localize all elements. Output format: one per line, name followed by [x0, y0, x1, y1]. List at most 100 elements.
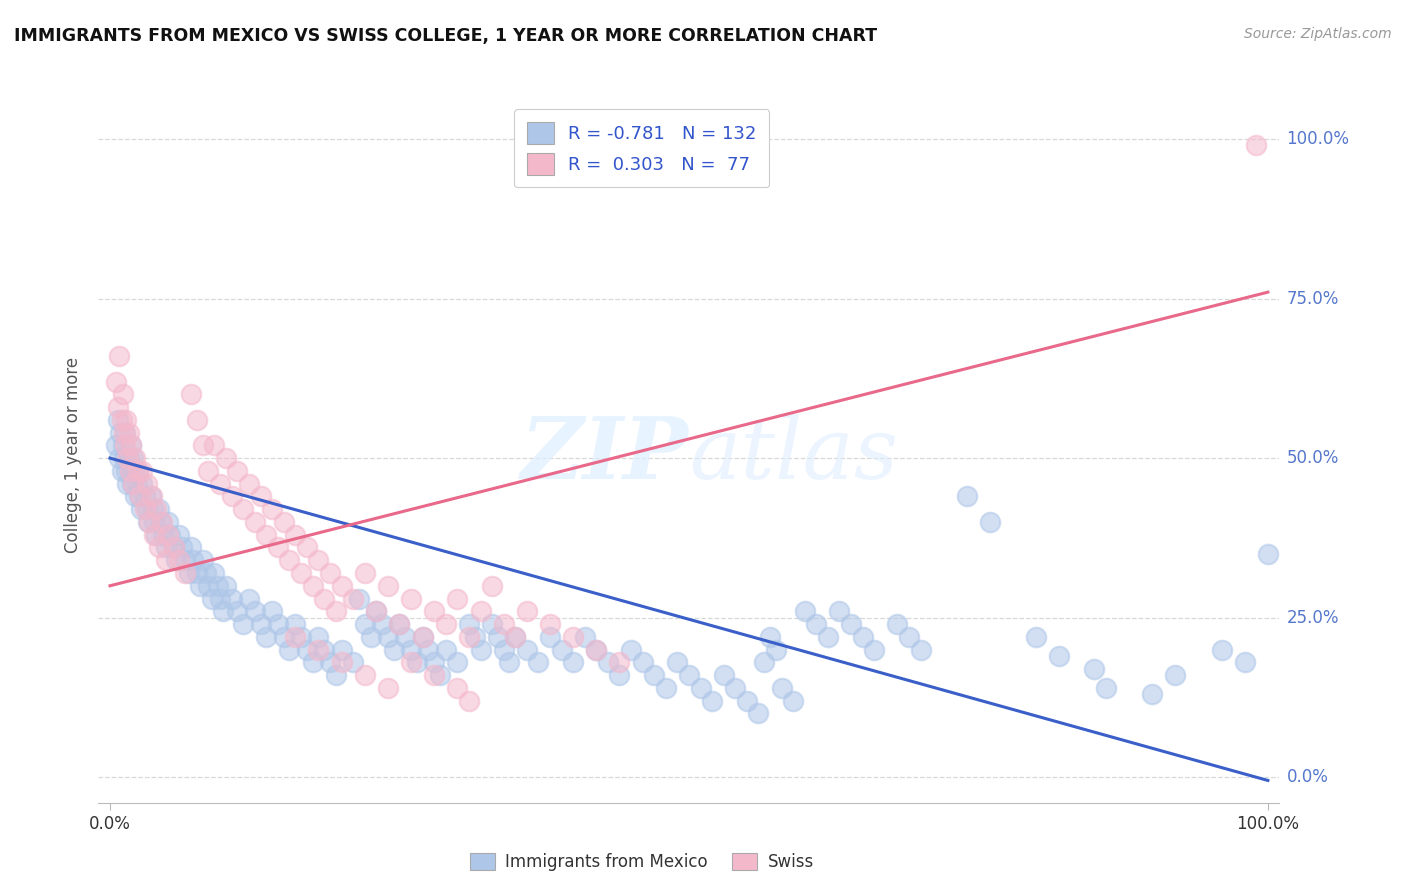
Point	[353, 566, 375, 580]
Point	[643, 668, 665, 682]
Point	[262, 502, 284, 516]
Point	[254, 527, 277, 541]
Point	[128, 490, 150, 504]
Point	[186, 566, 208, 580]
Point	[104, 375, 127, 389]
Point	[689, 681, 711, 695]
Point	[284, 617, 307, 632]
Point	[863, 642, 886, 657]
Point	[221, 490, 243, 504]
Point	[713, 668, 735, 682]
Point	[243, 515, 266, 529]
Point	[148, 541, 170, 555]
Point	[232, 502, 254, 516]
Point	[139, 490, 162, 504]
Point	[347, 591, 370, 606]
Point	[249, 490, 271, 504]
Point	[117, 425, 139, 440]
Point	[197, 464, 219, 478]
Point	[107, 413, 129, 427]
Point	[434, 617, 457, 632]
Point	[131, 464, 153, 478]
Point	[399, 591, 422, 606]
Point	[262, 604, 284, 618]
Point	[180, 387, 202, 401]
Point	[215, 579, 238, 593]
Point	[620, 642, 643, 657]
Point	[122, 476, 145, 491]
Point	[170, 541, 193, 555]
Point	[470, 604, 492, 618]
Point	[127, 464, 149, 478]
Point	[163, 541, 186, 555]
Point	[747, 706, 769, 721]
Point	[159, 527, 181, 541]
Point	[446, 591, 468, 606]
Point	[117, 476, 139, 491]
Point	[492, 617, 515, 632]
Point	[1083, 662, 1105, 676]
Point	[330, 579, 353, 593]
Point	[394, 630, 416, 644]
Point	[118, 464, 141, 478]
Point	[481, 579, 503, 593]
Point	[314, 591, 336, 606]
Point	[117, 451, 139, 466]
Point	[377, 681, 399, 695]
Point	[486, 630, 509, 644]
Point	[129, 490, 152, 504]
Point	[765, 642, 787, 657]
Point	[202, 566, 225, 580]
Point	[492, 642, 515, 657]
Point	[1211, 642, 1233, 657]
Point	[412, 630, 434, 644]
Point	[145, 502, 167, 516]
Point	[215, 451, 238, 466]
Point	[382, 642, 405, 657]
Point	[125, 476, 148, 491]
Point	[793, 604, 815, 618]
Point	[423, 668, 446, 682]
Point	[273, 515, 295, 529]
Point	[155, 541, 177, 555]
Point	[655, 681, 678, 695]
Point	[434, 642, 457, 657]
Point	[115, 413, 138, 427]
Point	[1140, 687, 1163, 701]
Point	[156, 527, 179, 541]
Point	[284, 527, 307, 541]
Point	[388, 617, 411, 632]
Point	[290, 566, 312, 580]
Point	[145, 527, 167, 541]
Point	[325, 604, 347, 618]
Point	[429, 668, 451, 682]
Point	[770, 681, 793, 695]
Point	[122, 451, 145, 466]
Point	[191, 438, 214, 452]
Point	[481, 617, 503, 632]
Point	[585, 642, 607, 657]
Point	[342, 591, 364, 606]
Point	[174, 553, 197, 567]
Point	[782, 694, 804, 708]
Point	[1246, 138, 1268, 153]
Point	[110, 464, 132, 478]
Point	[180, 541, 202, 555]
Point	[117, 451, 139, 466]
Point	[1094, 681, 1116, 695]
Point	[562, 630, 585, 644]
Point	[124, 464, 146, 478]
Point	[207, 579, 229, 593]
Point	[136, 502, 159, 516]
Point	[141, 490, 163, 504]
Text: 25.0%: 25.0%	[1286, 608, 1339, 627]
Point	[118, 464, 141, 478]
Point	[562, 656, 585, 670]
Point	[307, 642, 329, 657]
Point	[759, 630, 782, 644]
Point	[278, 553, 301, 567]
Point	[267, 617, 290, 632]
Point	[839, 617, 862, 632]
Point	[195, 566, 218, 580]
Point	[979, 515, 1001, 529]
